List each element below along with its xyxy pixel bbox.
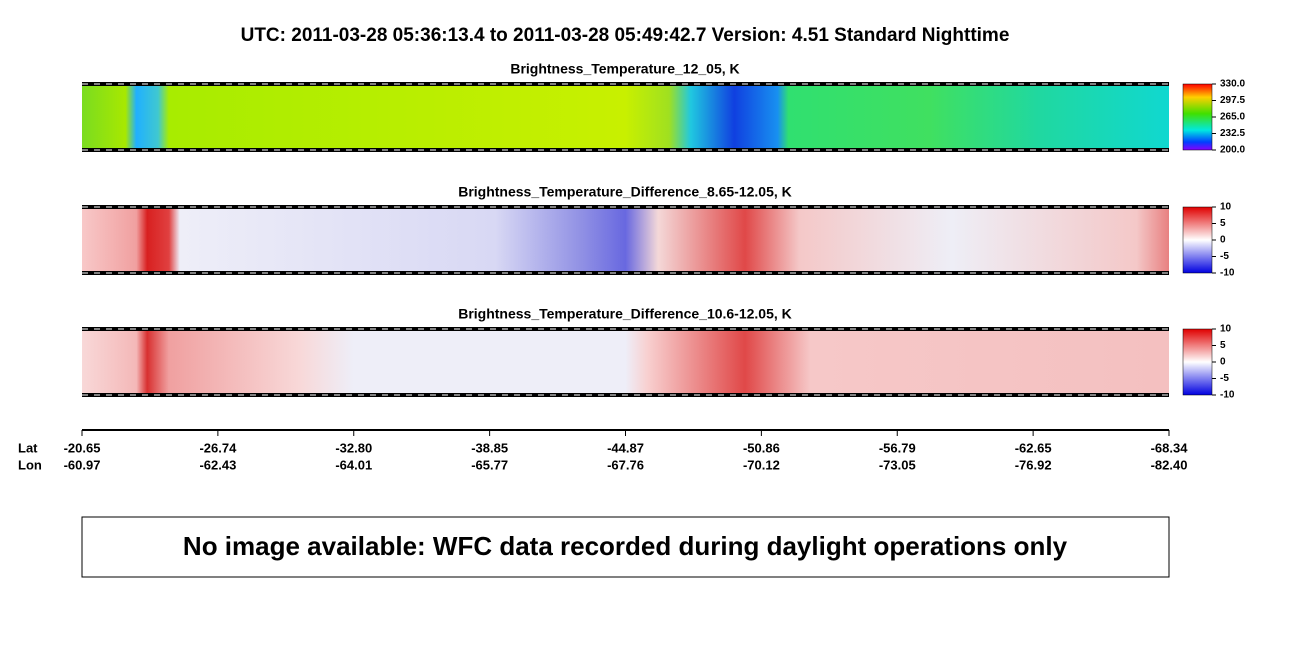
panels: Brightness_Temperature_12_05, K 330.0 297.… <box>82 61 1245 401</box>
lat-tick-label: -38.85 <box>471 440 508 455</box>
lat-tick-label: -68.34 <box>1151 440 1189 455</box>
lat-tick-label: -62.65 <box>1015 440 1052 455</box>
lon-tick-label: -82.40 <box>1151 457 1188 472</box>
colorbar <box>1182 328 1213 396</box>
colorbar <box>1182 83 1213 151</box>
panel-title: Brightness_Temperature_Difference_10.6-1… <box>458 306 792 322</box>
title: UTC: 2011-03-28 05:36:13.4 to 2011-03-28… <box>241 25 1010 46</box>
colorbar-tick-label: -10 <box>1220 390 1235 401</box>
lon-tick-label: -65.77 <box>471 457 508 472</box>
image-strip <box>82 329 1169 395</box>
lat-tick-label: -20.65 <box>64 440 101 455</box>
lat-tick-label: -50.86 <box>743 440 780 455</box>
panel-title: Brightness_Temperature_12_05, K <box>510 61 739 77</box>
lon-tick-label: -76.92 <box>1015 457 1052 472</box>
lat-tick-label: -32.80 <box>335 440 372 455</box>
lon-tick-label: -70.12 <box>743 457 780 472</box>
colorbar-tick-label: 5 <box>1220 340 1226 351</box>
image-strip <box>82 84 1169 150</box>
lon-tick-label: -64.01 <box>335 457 372 472</box>
colorbar <box>1182 206 1213 274</box>
colorbar-tick-label: 265.0 <box>1220 112 1245 123</box>
lon-tick-label: -60.97 <box>64 457 101 472</box>
lat-label: Lat <box>18 440 38 455</box>
lon-tick-label: -73.05 <box>879 457 916 472</box>
colorbar-tick-label: -5 <box>1220 251 1229 262</box>
colorbar-tick-label: 200.0 <box>1220 145 1245 156</box>
lat-tick-label: -56.79 <box>879 440 916 455</box>
colorbar-tick-label: 10 <box>1220 202 1232 213</box>
notice-box <box>81 516 1170 578</box>
colorbar-tick-label: 0 <box>1220 235 1226 246</box>
lon-tick-label: -67.76 <box>607 457 644 472</box>
colorbar-tick-label: -10 <box>1220 268 1235 279</box>
colorbar-tick-label: -5 <box>1220 373 1229 384</box>
colorbar-tick-label: 297.5 <box>1220 95 1245 106</box>
colorbar-tick-label: 0 <box>1220 357 1226 368</box>
lat-tick-label: -44.87 <box>607 440 644 455</box>
colorbar-tick-label: 232.5 <box>1220 128 1245 139</box>
notice: No image available: WFC data recorded du… <box>183 531 1068 561</box>
colorbar-tick-label: 330.0 <box>1220 79 1245 90</box>
track-ticks: -20.65 -60.97 -26.74 -62.43 -32.80 -64.01 -38.… <box>64 430 1189 472</box>
lon-tick-label: -62.43 <box>199 457 236 472</box>
lon-label: Lon <box>18 457 42 472</box>
image-strip <box>82 207 1169 273</box>
lat-tick-label: -26.74 <box>199 440 237 455</box>
panel-title: Brightness_Temperature_Difference_8.65-1… <box>458 184 792 200</box>
colorbar-tick-label: 5 <box>1220 218 1226 229</box>
colorbar-tick-label: 10 <box>1220 324 1232 335</box>
